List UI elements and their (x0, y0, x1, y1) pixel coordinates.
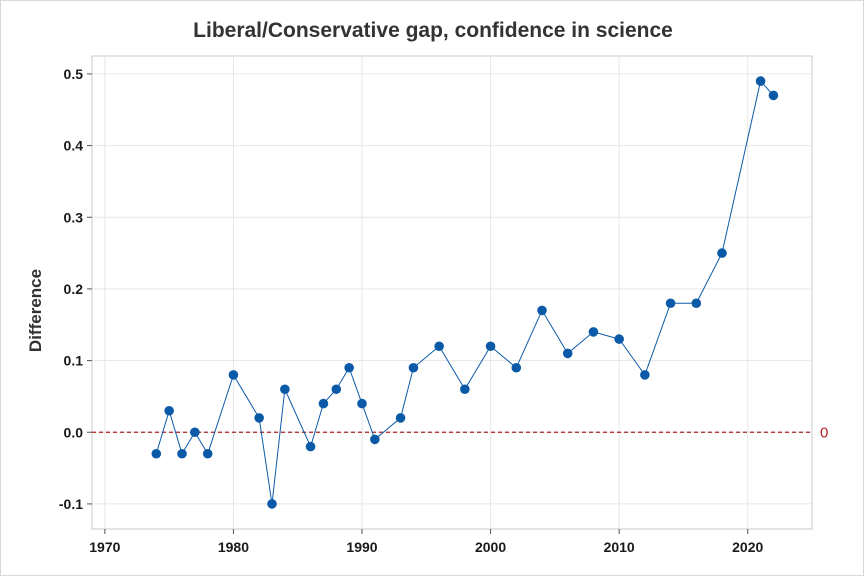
y-tick-label: 0.1 (64, 353, 84, 369)
y-axis-label: Difference (26, 269, 45, 352)
data-point (370, 434, 380, 445)
x-tick-label: 1980 (218, 539, 249, 555)
y-tick-label: 0.5 (64, 66, 84, 82)
x-tick-label: 1970 (89, 539, 120, 555)
data-point (537, 305, 547, 316)
data-point (511, 362, 522, 373)
reference-line-label: 0 (820, 424, 828, 441)
plot-area (91, 55, 813, 530)
y-axis-ticks: -0.1 0.0 0.1 0.2 0.3 0.4 0.5 (59, 66, 92, 512)
data-point (280, 384, 290, 395)
y-tick-label: 0.2 (64, 281, 84, 297)
data-point (588, 327, 599, 337)
data-point (190, 427, 200, 438)
y-tick-label: 0.3 (64, 209, 84, 225)
data-point (434, 341, 444, 352)
data-point (665, 298, 676, 309)
data-point (267, 499, 277, 509)
data-point (357, 398, 367, 409)
reference-line-group: 0 (92, 424, 828, 441)
data-point (305, 441, 316, 452)
data-point (614, 334, 624, 344)
data-point (562, 348, 573, 359)
data-point (344, 362, 354, 373)
data-point (485, 341, 496, 352)
x-tick-label: 1990 (346, 539, 377, 555)
chart-title: Liberal/Conservative gap, confidence in … (193, 19, 673, 42)
x-tick-label: 2000 (475, 539, 506, 555)
data-point (164, 405, 174, 416)
data-point (228, 370, 239, 380)
data-point (691, 298, 702, 309)
data-point (460, 384, 470, 395)
data-point (151, 448, 162, 459)
data-point (717, 248, 727, 258)
x-tick-label: 2020 (732, 539, 763, 555)
data-point (177, 448, 187, 459)
y-tick-label: 0.0 (64, 424, 84, 440)
data-point (331, 384, 342, 395)
data-point (202, 448, 213, 459)
data-point (408, 362, 419, 373)
y-tick-label: -0.1 (59, 496, 83, 512)
series-group (151, 76, 779, 509)
data-point (318, 398, 329, 409)
data-point (755, 76, 766, 86)
gridlines (92, 56, 812, 529)
y-tick-label: 0.4 (64, 138, 84, 154)
data-point (395, 413, 406, 423)
x-axis-ticks: 1970 1980 1990 2000 2010 2020 (89, 529, 763, 555)
x-tick-label: 2010 (604, 539, 635, 555)
data-point (254, 413, 264, 423)
data-point (640, 370, 650, 380)
data-point (768, 90, 779, 101)
